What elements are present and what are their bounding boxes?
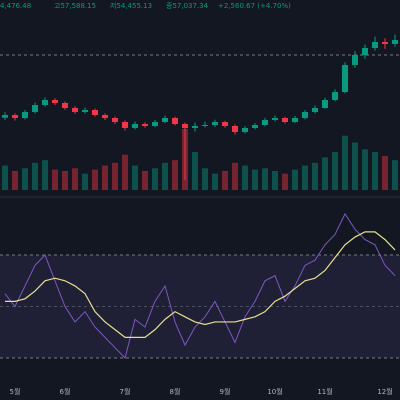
candle-body: [22, 112, 28, 118]
candle-body: [362, 48, 368, 55]
candle-body: [62, 103, 68, 108]
volume-bar: [332, 152, 338, 190]
volume-bar: [2, 165, 8, 190]
volume-bar: [82, 173, 88, 190]
volume-bar: [302, 165, 308, 190]
volume-bar: [112, 162, 118, 190]
volume-bar: [382, 156, 388, 190]
candle-body: [142, 124, 148, 126]
volume-bar: [22, 168, 28, 190]
ohlc-header: 종57,037.34: [166, 2, 209, 10]
volume-bar: [352, 142, 358, 190]
volume-bar: [232, 162, 238, 190]
x-tick-label: 8월: [170, 387, 181, 396]
candle-body: [182, 124, 188, 128]
volume-bar: [252, 169, 258, 190]
volume-bar: [62, 171, 68, 190]
volume-bar: [132, 165, 138, 190]
volume-bar: [32, 162, 38, 190]
volume-bar: [52, 169, 58, 190]
candle-body: [232, 126, 238, 132]
volume-bar: [262, 168, 268, 190]
candle-body: [272, 118, 278, 120]
candle-body: [192, 126, 198, 128]
volume-bar: [362, 149, 368, 190]
candle-body: [252, 125, 258, 128]
volume-bar: [122, 154, 128, 190]
ohlc-header: +2,560.67 (+4.70%): [218, 2, 291, 10]
volume-bar: [212, 173, 218, 190]
candle-body: [82, 110, 88, 112]
candle-body: [302, 112, 308, 118]
volume-bar: [392, 160, 398, 190]
volume-bar: [322, 157, 328, 190]
x-tick-label: 5월: [10, 387, 21, 396]
candle-body: [392, 40, 398, 44]
volume-bar: [152, 168, 158, 190]
candle-body: [322, 100, 328, 108]
x-tick-label: 6월: [60, 387, 71, 396]
candle-body: [162, 118, 168, 122]
candle-body: [112, 118, 118, 122]
candle-body: [332, 92, 338, 100]
volume-bar: [192, 152, 198, 190]
volume-bar: [272, 171, 278, 190]
ohlc-header: 4,476.48: [0, 2, 31, 10]
candle-body: [32, 105, 38, 112]
candle-body: [372, 42, 378, 48]
candle-body: [342, 65, 348, 92]
x-tick-label: 9월: [220, 387, 231, 396]
volume-bar: [162, 162, 168, 190]
candle-body: [382, 42, 388, 44]
candle-body: [152, 122, 158, 126]
rsi-line: [4, 212, 396, 359]
volume-bar: [312, 162, 318, 190]
volume-bar: [72, 168, 78, 190]
candle-body: [202, 125, 208, 126]
candle-body: [222, 122, 228, 126]
candle-body: [172, 118, 178, 124]
ohlc-header: 저54,455.13: [110, 1, 152, 10]
ohlc-header: 고57,588.15: [54, 2, 96, 10]
candle-body: [92, 110, 98, 115]
volume-bar: [292, 169, 298, 190]
volume-bar: [172, 160, 178, 190]
x-tick-label: 10월: [267, 387, 282, 396]
candle-body: [242, 128, 248, 132]
x-tick-label: 11월: [317, 387, 332, 396]
volume-bar: [342, 135, 348, 190]
volume-bar: [202, 168, 208, 190]
volume-bar: [222, 171, 228, 190]
candle-body: [212, 122, 218, 125]
candle-body: [102, 115, 108, 118]
volume-bar: [282, 173, 288, 190]
candle-body: [312, 108, 318, 112]
candle-body: [352, 55, 358, 65]
candle-body: [52, 100, 58, 103]
candle-body: [2, 115, 8, 118]
rsi-ma-line: [5, 231, 396, 338]
candle-body: [122, 122, 128, 128]
candle-body: [72, 108, 78, 112]
x-tick-label: 7월: [120, 387, 131, 396]
candle-body: [292, 118, 298, 122]
candle-body: [12, 115, 18, 118]
volume-bar: [102, 165, 108, 190]
candle-body: [282, 118, 288, 122]
candle-body: [262, 120, 268, 125]
volume-bar: [42, 160, 48, 190]
volume-bar: [242, 165, 248, 190]
volume-bar: [142, 171, 148, 190]
volume-bar: [372, 152, 378, 190]
volume-bar: [12, 171, 18, 190]
candle-body: [42, 100, 48, 105]
candle-body: [132, 124, 138, 128]
x-tick-label: 12월: [377, 387, 392, 396]
volume-bar: [92, 169, 98, 190]
